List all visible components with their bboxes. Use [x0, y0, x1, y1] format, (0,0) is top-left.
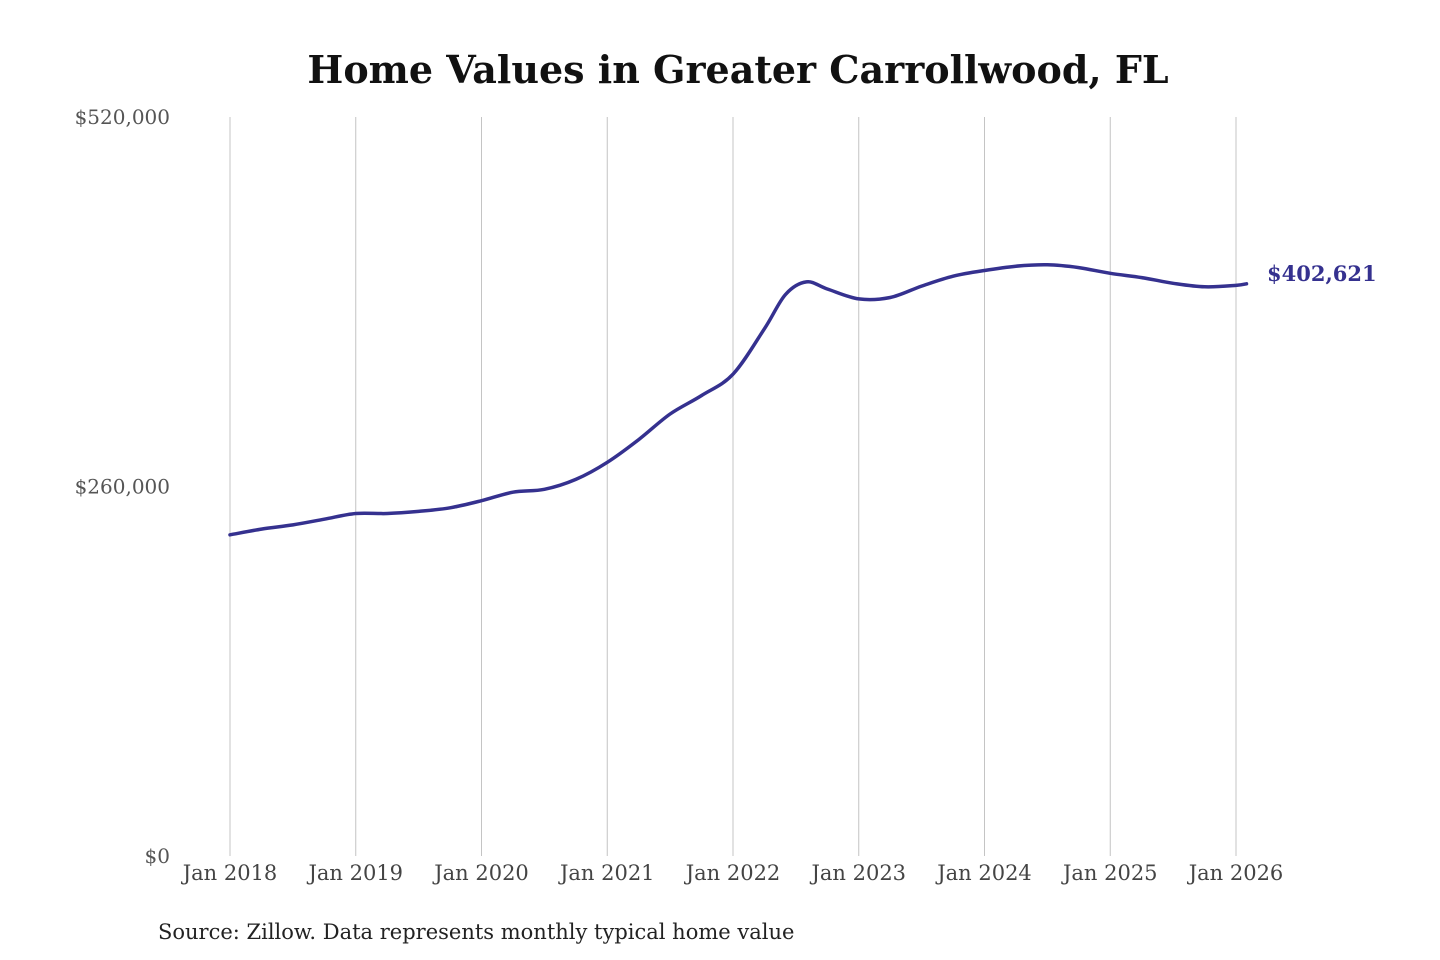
- x-axis-ticks: Jan 2018 Jan 2019 Jan 2020 Jan 2021 Jan 2022…: [181, 861, 1284, 885]
- x-tick-label: Jan 2022: [684, 861, 781, 885]
- end-value-label: $402,621: [1267, 261, 1377, 286]
- x-tick-label: Jan 2024: [935, 861, 1032, 885]
- chart-title: Home Values in Greater Carrollwood, FL: [307, 47, 1168, 92]
- grid-lines: [229, 117, 1237, 856]
- y-tick-label: $520,000: [75, 105, 170, 129]
- source-note: Source: Zillow. Data represents monthly …: [158, 920, 794, 944]
- x-tick-label: Jan 2026: [1187, 861, 1284, 885]
- x-tick-label: Jan 2023: [809, 861, 906, 885]
- y-tick-label: $260,000: [75, 475, 170, 499]
- x-tick-label: Jan 2025: [1061, 861, 1158, 885]
- series-line-0: [228, 263, 1249, 537]
- x-tick-label: Jan 2020: [432, 861, 529, 885]
- x-tick-label: Jan 2019: [306, 861, 403, 885]
- x-tick-label: Jan 2021: [558, 861, 655, 885]
- x-tick-label: Jan 2018: [181, 861, 278, 885]
- series-layer: [228, 263, 1249, 537]
- y-tick-label: $0: [145, 844, 170, 868]
- y-axis-ticks: $0 $260,000 $520,000: [75, 105, 170, 868]
